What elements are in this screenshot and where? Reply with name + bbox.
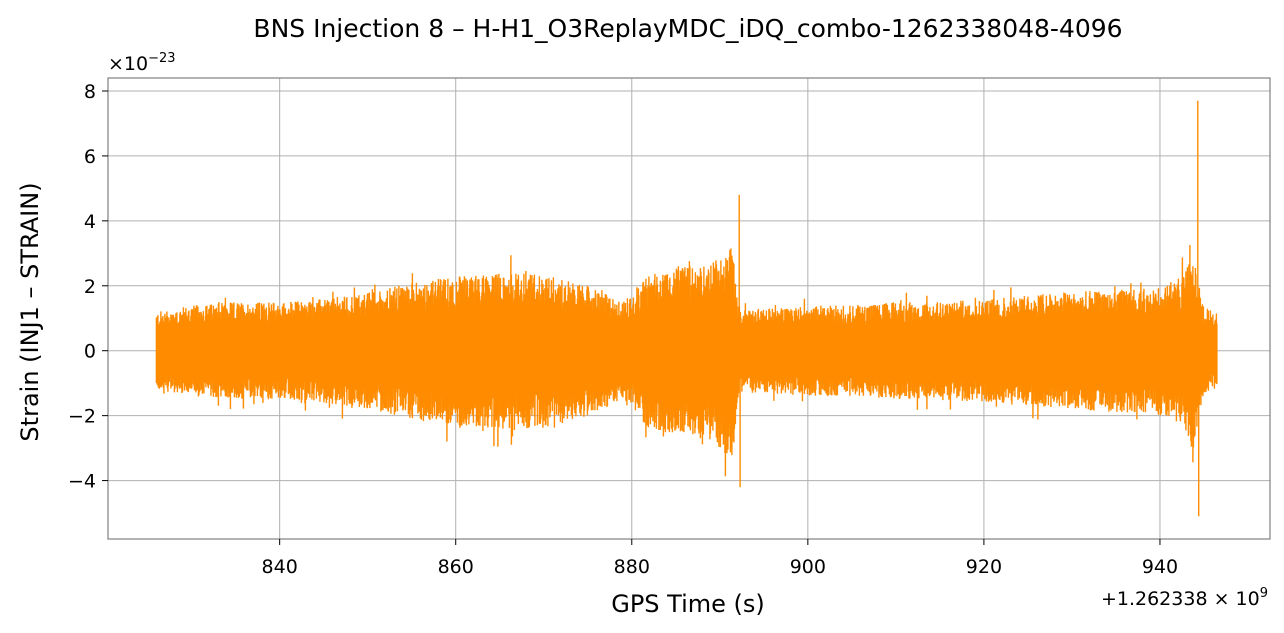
chart-title: BNS Injection 8 – H-H1_O3ReplayMDC_iDQ_c… xyxy=(253,14,1122,43)
y-tick-label: 8 xyxy=(84,81,96,103)
y-scale-label: ×10−23 xyxy=(108,51,176,75)
y-tick-label: 6 xyxy=(84,146,96,168)
x-tick-label: 900 xyxy=(790,556,826,578)
x-tick-label: 880 xyxy=(614,556,650,578)
x-axis-label: GPS Time (s) xyxy=(611,590,765,618)
x-offset-label: +1.262338 × 109 xyxy=(1101,586,1268,610)
x-tick-label: 840 xyxy=(262,556,298,578)
x-tick-label: 940 xyxy=(1142,556,1178,578)
y-scale-base: ×10 xyxy=(108,53,148,75)
y-tick-label: 4 xyxy=(84,211,96,233)
x-offset-exponent: 9 xyxy=(1260,586,1268,601)
strain-series-line xyxy=(155,100,1218,517)
y-scale-exponent: −23 xyxy=(148,51,175,66)
y-tick-label: 2 xyxy=(84,276,96,298)
x-tick-label: 920 xyxy=(966,556,1002,578)
tick-layer: 840 860 880 900 920 940 −4 −2 0 2 4 6 8 xyxy=(68,81,1178,578)
plot-frame xyxy=(107,77,1271,540)
plot-area xyxy=(155,100,1218,517)
y-tick-label: 0 xyxy=(84,341,96,363)
y-axis-label: Strain (INJ1 – STRAIN) xyxy=(16,182,44,441)
y-tick-label: −2 xyxy=(68,406,96,428)
x-tick-label: 860 xyxy=(438,556,474,578)
x-offset-base: +1.262338 × 10 xyxy=(1101,588,1260,610)
y-tick-label: −4 xyxy=(68,471,96,493)
